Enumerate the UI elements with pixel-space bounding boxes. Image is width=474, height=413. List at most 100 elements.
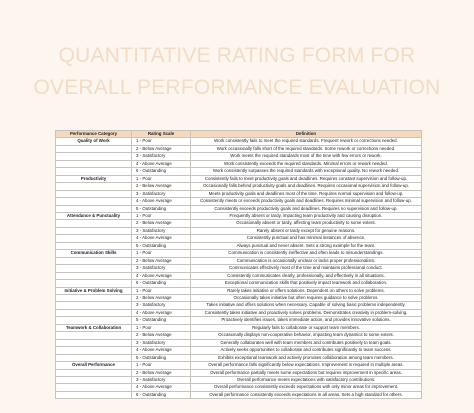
rating: 5 - Outstanding — [131, 167, 191, 176]
empty-cell — [55, 316, 132, 325]
empty-cell — [55, 390, 132, 400]
empty-cell — [55, 308, 132, 318]
table-row: Initiative & Problem Solving 1 - Poor Rare… — [55, 286, 422, 296]
table-row: 3 - Satisfactory Generally collaborates w… — [55, 338, 422, 348]
definition: Always punctual and never absent. Sets a… — [190, 241, 422, 251]
rating: 5 - Outstanding — [131, 241, 191, 251]
table-row: 2 - Below Average Overall performance par… — [55, 368, 422, 377]
definition: Consistently punctual and has minimal in… — [190, 234, 422, 243]
empty-cell — [55, 271, 132, 281]
table-row: 4 - Above Average Consistently communicat… — [55, 271, 422, 281]
empty-cell — [55, 167, 132, 176]
definition: Work occasionally falls short of the req… — [190, 144, 422, 154]
empty-cell — [55, 189, 132, 199]
rating: 5 - Outstanding — [131, 204, 191, 214]
definition: Work consistently fails to meet the requ… — [190, 137, 422, 146]
table-row: 5 - Outstanding Overall performance consi… — [55, 390, 422, 400]
rating: 1 - Poor — [131, 137, 191, 146]
rating-table: Performance Category Rating Scale Definiti… — [55, 129, 422, 400]
empty-cell — [55, 338, 132, 348]
table-row: 3 - Satisfactory Meets productivity goals… — [55, 189, 422, 199]
rating: 3 - Satisfactory — [131, 264, 191, 273]
definition: Occasionally displays non-cooperative be… — [190, 331, 422, 340]
header-row: Performance Category Rating Scale Definiti… — [55, 129, 422, 139]
empty-cell — [55, 197, 132, 206]
definition: Meets productivity goals and deadlines m… — [190, 189, 422, 199]
empty-cell — [55, 241, 132, 251]
category: Overall Performance — [55, 361, 132, 370]
table-row: 3 - Satisfactory Communicates effectively… — [55, 264, 422, 273]
definition: Rarely takes initiative or offers soluti… — [190, 286, 422, 296]
rating: 2 - Below Average — [131, 368, 191, 377]
rating: 1 - Poor — [131, 174, 191, 184]
rating: 3 - Satisfactory — [131, 375, 191, 385]
table-row: 5 - Outstanding Consistently exceeds prod… — [55, 204, 422, 214]
table-row: Teamwork & Collaboration 1 - Poor Regularl… — [55, 323, 422, 333]
rating: 1 - Poor — [131, 211, 191, 221]
category: Initiative & Problem Solving — [55, 286, 132, 296]
table-row: 2 - Below Average Occasionally takes init… — [55, 293, 422, 303]
title: OVERALL PERFORMANCE EVALUATION — [33, 76, 441, 99]
empty-cell — [55, 293, 132, 303]
table-row: Attendance & Punctuality 1 - Poor Frequent… — [55, 211, 422, 221]
rating: 5 - Outstanding — [131, 316, 191, 325]
definition: Communication is consistently ineffectiv… — [190, 249, 422, 258]
category: Teamwork & Collaboration — [55, 323, 132, 333]
table-row: 2 - Below Average Occasionally displays n… — [55, 331, 422, 340]
table-row: 4 - Above Average Actively seeks opportun… — [55, 346, 422, 355]
table-row: 5 - Outstanding Exceptional communication… — [55, 279, 422, 288]
rating: 3 - Satisfactory — [131, 189, 191, 199]
table-row: 2 - Below Average Communication is occasi… — [55, 256, 422, 266]
empty-cell — [55, 234, 132, 243]
definition: Overall performance consistently exceeds… — [190, 383, 422, 392]
rating: 1 - Poor — [131, 323, 191, 333]
empty-cell — [55, 256, 132, 266]
table-row: Quality of Work 1 - Poor Work consistently… — [55, 137, 422, 146]
definition: Actively seeks opportunities to collabor… — [190, 346, 422, 355]
definition: Overall performance partially meets some… — [190, 368, 422, 377]
definition: Takes initiative and offers solutions wh… — [190, 301, 422, 310]
empty-cell — [55, 331, 132, 340]
rating: 2 - Below Average — [131, 293, 191, 303]
rating: 2 - Below Average — [131, 331, 191, 340]
definition: Work consistently exceeds the required s… — [190, 159, 422, 169]
empty-cell — [55, 182, 132, 191]
definition: Work meets the required standards most o… — [190, 152, 422, 161]
table-row: Communication Skills 1 - Poor Communicatio… — [55, 249, 422, 258]
definition: Consistently meets or exceeds productivi… — [190, 197, 422, 206]
category: Productivity — [55, 174, 132, 184]
definition: Overall performance consistently exceeds… — [190, 390, 422, 400]
rating: 2 - Below Average — [131, 219, 191, 228]
table-row: 5 - Outstanding Exhibits exceptional team… — [55, 353, 422, 363]
table-row: 3 - Satisfactory Rarely absent or tardy e… — [55, 226, 422, 236]
definition: Frequently absent or tardy, impacting te… — [190, 211, 422, 221]
table-row: 4 - Above Average Consistently takes init… — [55, 308, 422, 318]
rating: 3 - Satisfactory — [131, 226, 191, 236]
definition: Generally collaborates well with team me… — [190, 338, 422, 348]
rating: 1 - Poor — [131, 361, 191, 370]
table-row: 4 - Above Average Overall performance con… — [55, 383, 422, 392]
category: Communication Skills — [55, 249, 132, 258]
empty-cell — [55, 204, 132, 214]
empty-cell — [55, 264, 132, 273]
empty-cell — [55, 383, 132, 392]
table-row: 3 - Satisfactory Takes initiative and off… — [55, 301, 422, 310]
definition: Consistently communicates clearly, profe… — [190, 271, 422, 281]
table-row: 2 - Below Average Work occasionally falls… — [55, 144, 422, 154]
table-row: 5 - Outstanding Proactively identifies is… — [55, 316, 422, 325]
rating: 4 - Above Average — [131, 234, 191, 243]
rating: 2 - Below Average — [131, 144, 191, 154]
table-row: 5 - Outstanding Work consistently surpass… — [55, 167, 422, 176]
empty-cell — [55, 144, 132, 154]
definition: Consistently fails to meet productivity … — [190, 174, 422, 184]
table-row: 4 - Above Average Work consistently excee… — [55, 159, 422, 169]
definition: Overall performance falls significantly … — [190, 361, 422, 370]
definition: Rarely absent or tardy except for genuin… — [190, 226, 422, 236]
empty-cell — [55, 375, 132, 385]
title: QUANTITATIVE RATING FORM FOR — [58, 44, 416, 67]
table-row: Productivity 1 - Poor Consistently fails t… — [55, 174, 422, 184]
rating: 4 - Above Average — [131, 271, 191, 281]
empty-cell — [55, 226, 132, 236]
definition: Occasionally takes initiative but often … — [190, 293, 422, 303]
